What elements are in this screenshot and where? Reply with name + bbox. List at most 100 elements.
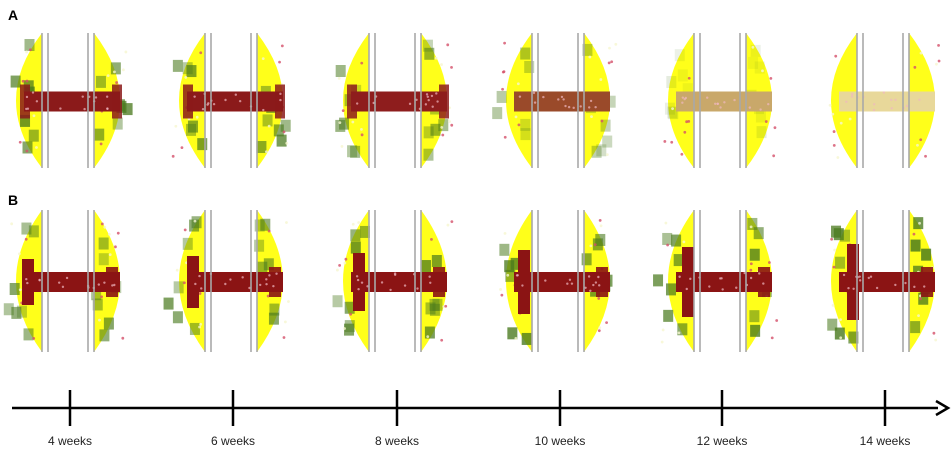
tissue-patch bbox=[677, 323, 688, 336]
tissue-patch bbox=[22, 141, 33, 154]
speckle bbox=[830, 237, 834, 241]
speckle bbox=[918, 98, 921, 102]
speckle bbox=[224, 98, 227, 102]
speckle bbox=[278, 60, 281, 64]
speckle bbox=[436, 100, 439, 103]
tissue-patch bbox=[507, 327, 518, 340]
speckle bbox=[748, 106, 752, 109]
speckle bbox=[770, 336, 774, 340]
speckle bbox=[599, 224, 603, 228]
specimen bbox=[827, 210, 938, 352]
speckle bbox=[894, 98, 897, 102]
tissue-patch bbox=[430, 123, 441, 136]
speckle bbox=[426, 95, 429, 99]
speckle bbox=[847, 286, 850, 290]
speckle bbox=[94, 96, 98, 99]
speckle bbox=[867, 276, 871, 280]
speckle bbox=[105, 95, 109, 98]
speckle bbox=[869, 275, 873, 278]
speckle bbox=[31, 91, 35, 94]
speckle bbox=[426, 335, 430, 339]
speckle bbox=[280, 44, 284, 48]
specimen bbox=[663, 33, 777, 168]
tissue-patch bbox=[254, 219, 265, 232]
speckle bbox=[834, 54, 838, 58]
time-label: 12 weeks bbox=[697, 434, 748, 448]
tissue-patch bbox=[662, 232, 673, 245]
speckle bbox=[115, 81, 119, 84]
speckle bbox=[18, 252, 21, 256]
tissue-patch bbox=[122, 103, 133, 116]
speckle bbox=[174, 124, 178, 128]
tissue-patch bbox=[653, 274, 664, 287]
speckle bbox=[265, 282, 268, 286]
speckle bbox=[18, 288, 22, 292]
callus-ends bbox=[758, 267, 770, 297]
speckle bbox=[682, 240, 686, 244]
speckle bbox=[261, 57, 265, 61]
speckle bbox=[598, 326, 602, 330]
tissue-patch bbox=[520, 118, 531, 131]
speckle bbox=[83, 107, 86, 111]
tissue-patch bbox=[339, 117, 350, 130]
tissue-patch bbox=[94, 128, 105, 141]
speckle bbox=[98, 318, 101, 322]
callus-bar bbox=[514, 91, 610, 112]
tissue-patch bbox=[755, 110, 766, 123]
speckle bbox=[600, 119, 604, 123]
tissue-patch bbox=[344, 320, 355, 333]
speckle bbox=[723, 101, 726, 104]
tissue-patch bbox=[28, 129, 39, 142]
speckle bbox=[403, 284, 407, 287]
speckle bbox=[872, 108, 876, 112]
speckle bbox=[272, 284, 275, 288]
speckle bbox=[937, 43, 940, 47]
tissue-patch bbox=[9, 282, 20, 295]
tissue-patch bbox=[602, 135, 613, 148]
speckle bbox=[560, 95, 564, 99]
tissue-patch bbox=[262, 114, 273, 127]
tissue-patch bbox=[827, 318, 838, 331]
speckle bbox=[355, 275, 359, 278]
speckle bbox=[761, 69, 764, 73]
tissue-patch bbox=[360, 225, 371, 238]
tissue-patch bbox=[350, 229, 361, 242]
tissue-patch bbox=[347, 145, 358, 158]
speckle bbox=[514, 337, 518, 340]
speckle bbox=[285, 141, 289, 145]
tissue-patch bbox=[182, 237, 193, 250]
speckle bbox=[450, 220, 454, 224]
tissue-patch bbox=[172, 311, 183, 324]
speckle bbox=[103, 225, 107, 229]
tissue-patch bbox=[186, 65, 197, 78]
speckle bbox=[610, 60, 614, 64]
speckle bbox=[587, 275, 591, 278]
speckle bbox=[356, 278, 360, 282]
speckle bbox=[434, 56, 438, 60]
speckle bbox=[430, 238, 433, 241]
speckle bbox=[597, 329, 601, 333]
speckle bbox=[121, 68, 125, 72]
tissue-patch bbox=[280, 119, 291, 132]
speckle bbox=[660, 340, 664, 344]
speckle bbox=[916, 143, 919, 147]
speckle bbox=[923, 285, 926, 288]
speckle bbox=[440, 125, 444, 129]
tissue-patch bbox=[520, 47, 531, 60]
speckle bbox=[670, 140, 674, 144]
tissue-patch bbox=[753, 227, 764, 240]
speckle bbox=[588, 106, 591, 109]
speckle bbox=[584, 286, 587, 289]
speckle bbox=[503, 41, 506, 45]
tissue-patch bbox=[582, 43, 593, 56]
tissue-patch bbox=[425, 302, 436, 315]
tissue-patch bbox=[664, 102, 675, 115]
specimen bbox=[653, 210, 779, 352]
tissue-patch bbox=[254, 239, 265, 252]
speckle bbox=[913, 65, 917, 69]
speckle bbox=[594, 105, 597, 109]
tissue-patch bbox=[673, 254, 684, 267]
speckle bbox=[199, 51, 203, 55]
speckle bbox=[35, 146, 38, 149]
